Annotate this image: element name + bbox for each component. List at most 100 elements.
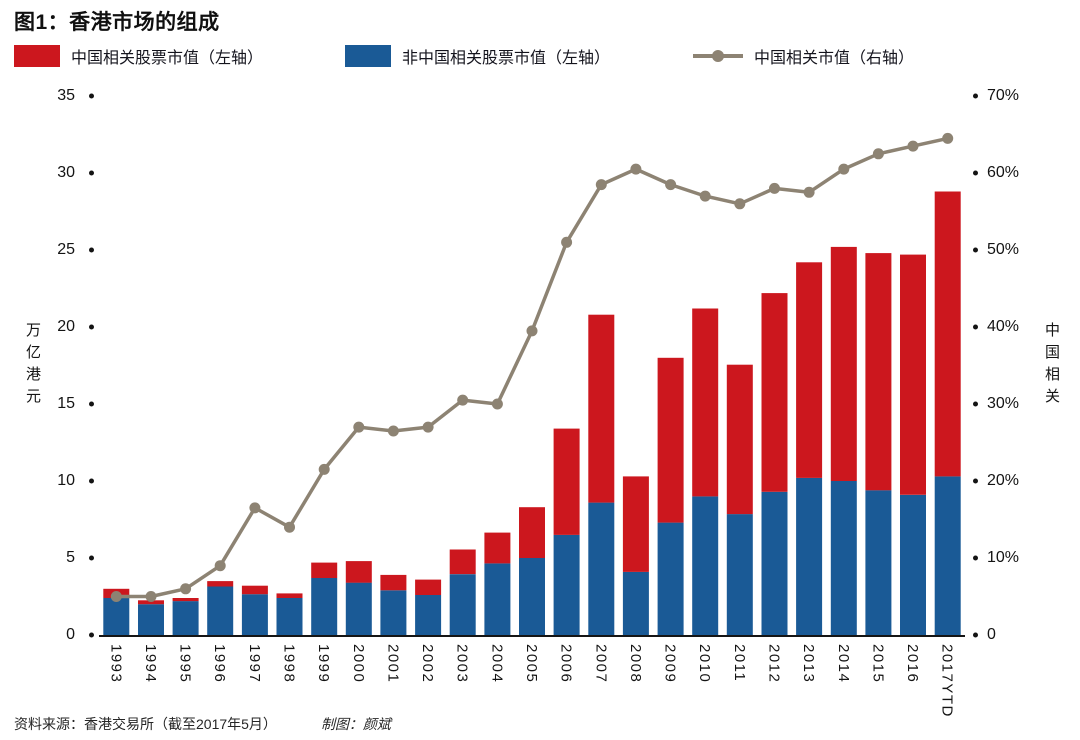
right-axis-title: 中国相关 (1043, 322, 1060, 410)
x-axis-label: 2011 (730, 644, 748, 683)
left-axis-tick-dot-icon (89, 632, 94, 638)
x-axis-label: 2004 (488, 644, 506, 684)
left-axis: 35 30 25 20 15 10 5 0 (0, 87, 99, 643)
x-axis-label: 1995 (176, 644, 194, 684)
legend-swatch-china (14, 45, 60, 67)
bar-segment-nonchina (138, 604, 164, 635)
left-axis-tick-label: 10 (57, 472, 75, 489)
left-axis-tick-dot-icon (89, 247, 94, 253)
bar-segment-china (345, 561, 372, 583)
x-axis-label: 2010 (696, 644, 714, 684)
x-axis-label: 1996 (211, 644, 229, 684)
bar-segment-china (138, 600, 164, 605)
bar-segment-china (449, 549, 476, 575)
bar-segment-nonchina (241, 594, 268, 635)
left-axis-tick-label: 0 (66, 626, 75, 643)
x-axis-label: 2015 (869, 644, 887, 684)
right-axis-tick-label: 30% (987, 395, 1020, 412)
bar-segment-china (207, 581, 234, 587)
right-axis-tick-dot-icon (973, 324, 978, 330)
right-axis-tick-dot-icon (973, 170, 978, 176)
line-marker-icon (942, 132, 954, 144)
x-axis-label: 2008 (626, 644, 644, 684)
right-axis: 70% 60% 50% 40% 30% 20% 10% 0 (965, 87, 1080, 643)
line-marker-icon (387, 425, 399, 437)
x-axis-label: 2009 (661, 644, 679, 684)
bar-segment-china (761, 293, 788, 492)
bar-segment-nonchina (726, 514, 753, 635)
bar-segment-nonchina (415, 595, 442, 635)
bar-segment-china (380, 574, 407, 591)
right-axis-tick-dot-icon (973, 93, 978, 99)
right-axis-tick-label: 10% (987, 549, 1020, 566)
bar-segment-china (830, 246, 857, 481)
bar-segment-nonchina (276, 598, 303, 635)
legend-label-nonchina: 非中国相关股票市值（左轴） (402, 50, 611, 67)
left-axis-tick-label: 5 (66, 549, 75, 566)
right-axis-tick-dot-icon (973, 632, 978, 638)
x-axis: 1993 1994 1995 1996 1997 1998 1999 2000 2001 2002… (99, 644, 965, 738)
bar-segment-china (900, 254, 926, 495)
bar-segment-china (311, 562, 338, 578)
line-marker-icon (491, 398, 503, 410)
x-axis-label: 2001 (384, 644, 402, 684)
left-axis-tick-label: 20 (57, 318, 75, 335)
bar-segment-nonchina (900, 494, 926, 635)
legend-item-china-bar: 中国相关股票市值（左轴） (14, 44, 263, 68)
line-marker-icon (284, 521, 295, 533)
left-axis-tick-label: 15 (57, 395, 75, 412)
x-axis-label: 1998 (280, 644, 298, 684)
bar-segment-china (519, 507, 545, 558)
line-marker-icon (595, 179, 607, 191)
line-marker-icon (110, 591, 122, 602)
line-marker-icon (665, 179, 677, 191)
right-axis-tick-label: 40% (987, 318, 1020, 335)
bar-segment-nonchina (172, 601, 199, 635)
left-axis-tick-dot-icon (89, 170, 94, 176)
bar-segment-nonchina (761, 491, 788, 635)
line-marker-icon (872, 148, 884, 160)
x-axis-label: 2012 (765, 644, 783, 684)
left-axis-tick-label: 30 (57, 164, 75, 181)
bar-segment-china (657, 357, 684, 523)
line-marker-icon (907, 140, 919, 152)
right-axis-tick-label: 20% (987, 472, 1020, 489)
bar-segment-nonchina (796, 477, 823, 635)
plot-area (99, 96, 965, 637)
x-axis-label: 2003 (453, 644, 471, 684)
left-axis-tick-label: 35 (57, 87, 75, 104)
x-axis-label: 2005 (523, 644, 540, 684)
left-axis-title: 万亿港元 (24, 322, 41, 410)
bar-segment-nonchina (622, 571, 649, 635)
bar-segment-nonchina (553, 534, 580, 635)
bar-segment-china (415, 579, 442, 595)
footer-source: 资料来源：香港交易所（截至2017年5月） (14, 716, 277, 732)
bar-segment-nonchina (657, 522, 684, 635)
x-axis-label: 2006 (557, 644, 575, 684)
left-axis-tick-dot-icon (89, 401, 94, 407)
x-axis-label: 2007 (592, 644, 610, 684)
x-axis-label: 2016 (904, 644, 921, 684)
bar-segment-china (588, 314, 615, 503)
left-axis-tick-dot-icon (89, 324, 94, 330)
line-marker-icon (838, 163, 850, 175)
bar-segment-china (726, 364, 753, 515)
page-title: 图1：香港市场的组成 (14, 11, 220, 34)
right-axis-tick-label: 50% (987, 241, 1020, 258)
line-marker-icon (526, 325, 538, 337)
line-marker-icon (422, 421, 434, 433)
bar-segment-nonchina (484, 563, 511, 635)
legend-label-line: 中国相关市值（右轴） (754, 50, 915, 67)
x-axis-label: 1994 (142, 644, 159, 684)
x-axis-label: 2000 (349, 644, 367, 684)
line-marker-icon (145, 591, 157, 602)
left-axis-tick-dot-icon (89, 93, 94, 99)
line-marker-icon (457, 394, 469, 406)
right-axis-tick-dot-icon (973, 401, 978, 407)
bar-segment-nonchina (830, 481, 857, 635)
footer-credit: 制图：颜斌 (320, 716, 391, 732)
line-marker-icon (180, 583, 192, 595)
left-axis-tick-dot-icon (89, 478, 94, 484)
line-marker-icon (353, 421, 365, 433)
bar-segment-nonchina (311, 578, 338, 635)
